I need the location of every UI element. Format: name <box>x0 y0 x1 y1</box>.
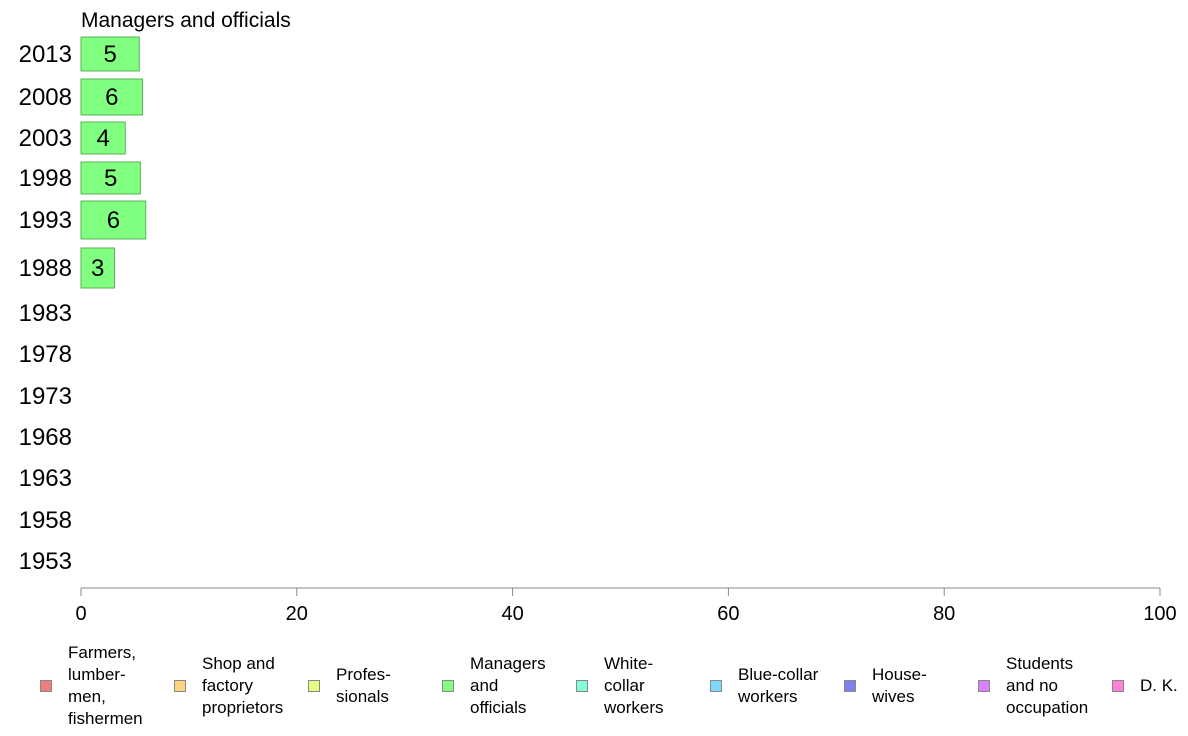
bar-value-label-1993: 6 <box>107 207 120 234</box>
legend-label: Managers and officials <box>470 654 546 717</box>
legend-item: House- wives <box>844 646 927 726</box>
legend-swatch <box>308 680 320 692</box>
legend-label: Farmers, lumber- men, fishermen <box>68 643 143 728</box>
y-tick-label-2003: 2003 <box>19 125 72 152</box>
bar-value-label-1988: 3 <box>91 255 104 282</box>
y-tick-label-1993: 1993 <box>19 207 72 234</box>
legend-item: D. K. <box>1112 646 1178 726</box>
bar-2013 <box>80 36 140 72</box>
bar-value-label-2003: 4 <box>96 125 109 152</box>
x-tick-label-40: 40 <box>501 603 523 625</box>
x-tick-label-80: 80 <box>933 603 955 625</box>
y-tick-label-2008: 2008 <box>19 84 72 111</box>
y-tick-label-1978: 1978 <box>19 341 72 368</box>
legend-label: Shop and factory proprietors <box>202 654 284 717</box>
legend-item: Farmers, lumber- men, fishermen <box>40 643 143 728</box>
legend-swatch <box>576 680 588 692</box>
bar-1988 <box>80 247 115 289</box>
bar-2003 <box>80 121 126 155</box>
legend-label: House- wives <box>872 665 927 706</box>
legend-swatch <box>1112 680 1124 692</box>
x-axis: 0 20 40 60 80 100 <box>75 587 1177 625</box>
y-tick-label-1983: 1983 <box>19 300 72 327</box>
legend-label: D. K. <box>1140 676 1178 695</box>
y-tick-label-1988: 1988 <box>19 255 72 282</box>
legend-item: Profes- sionals <box>308 646 391 726</box>
x-tick-label-20: 20 <box>286 603 308 625</box>
y-tick-label-1958: 1958 <box>19 507 72 534</box>
bar-1993 <box>80 200 147 240</box>
bar-value-label-1998: 5 <box>104 165 117 192</box>
bar-value-label-2013: 5 <box>103 41 116 68</box>
x-tick-label-60: 60 <box>717 603 739 625</box>
chart-title: Managers and officials <box>81 9 291 32</box>
y-axis-labels: 2013 2008 2003 1998 1993 1988 1983 1978 1973 1968… <box>19 41 72 575</box>
x-tick-label-100: 100 <box>1143 603 1176 625</box>
bar-1998 <box>80 161 141 195</box>
legend-label: White- collar workers <box>604 654 664 717</box>
legend: Farmers, lumber- men, fishermen Shop and … <box>40 643 1188 728</box>
legend-swatch <box>174 680 186 692</box>
legend-swatch <box>844 680 856 692</box>
bar-2008 <box>80 78 144 116</box>
y-tick-label-1998: 1998 <box>19 165 72 192</box>
y-tick-label-2013: 2013 <box>19 41 72 68</box>
legend-item: Blue-collar workers <box>710 646 818 726</box>
legend-swatch <box>978 680 990 692</box>
x-tick-label-0: 0 <box>75 603 86 625</box>
legend-swatch <box>710 680 722 692</box>
bar-value-label-2008: 6 <box>105 84 118 111</box>
y-tick-label-1963: 1963 <box>19 465 72 492</box>
y-tick-label-1968: 1968 <box>19 424 72 451</box>
y-tick-label-1953: 1953 <box>19 548 72 575</box>
legend-item: Shop and factory proprietors <box>174 646 283 726</box>
legend-swatch <box>442 680 454 692</box>
legend-item: Managers and officials <box>442 646 546 726</box>
legend-label: Students and no occupation <box>1006 654 1089 717</box>
legend-label: Blue-collar workers <box>738 665 819 706</box>
legend-item: Students and no occupation <box>978 646 1088 726</box>
legend-item: White- collar workers <box>576 646 664 726</box>
legend-swatch <box>40 680 52 692</box>
y-tick-label-1973: 1973 <box>19 383 72 410</box>
legend-label: Profes- sionals <box>336 665 391 706</box>
